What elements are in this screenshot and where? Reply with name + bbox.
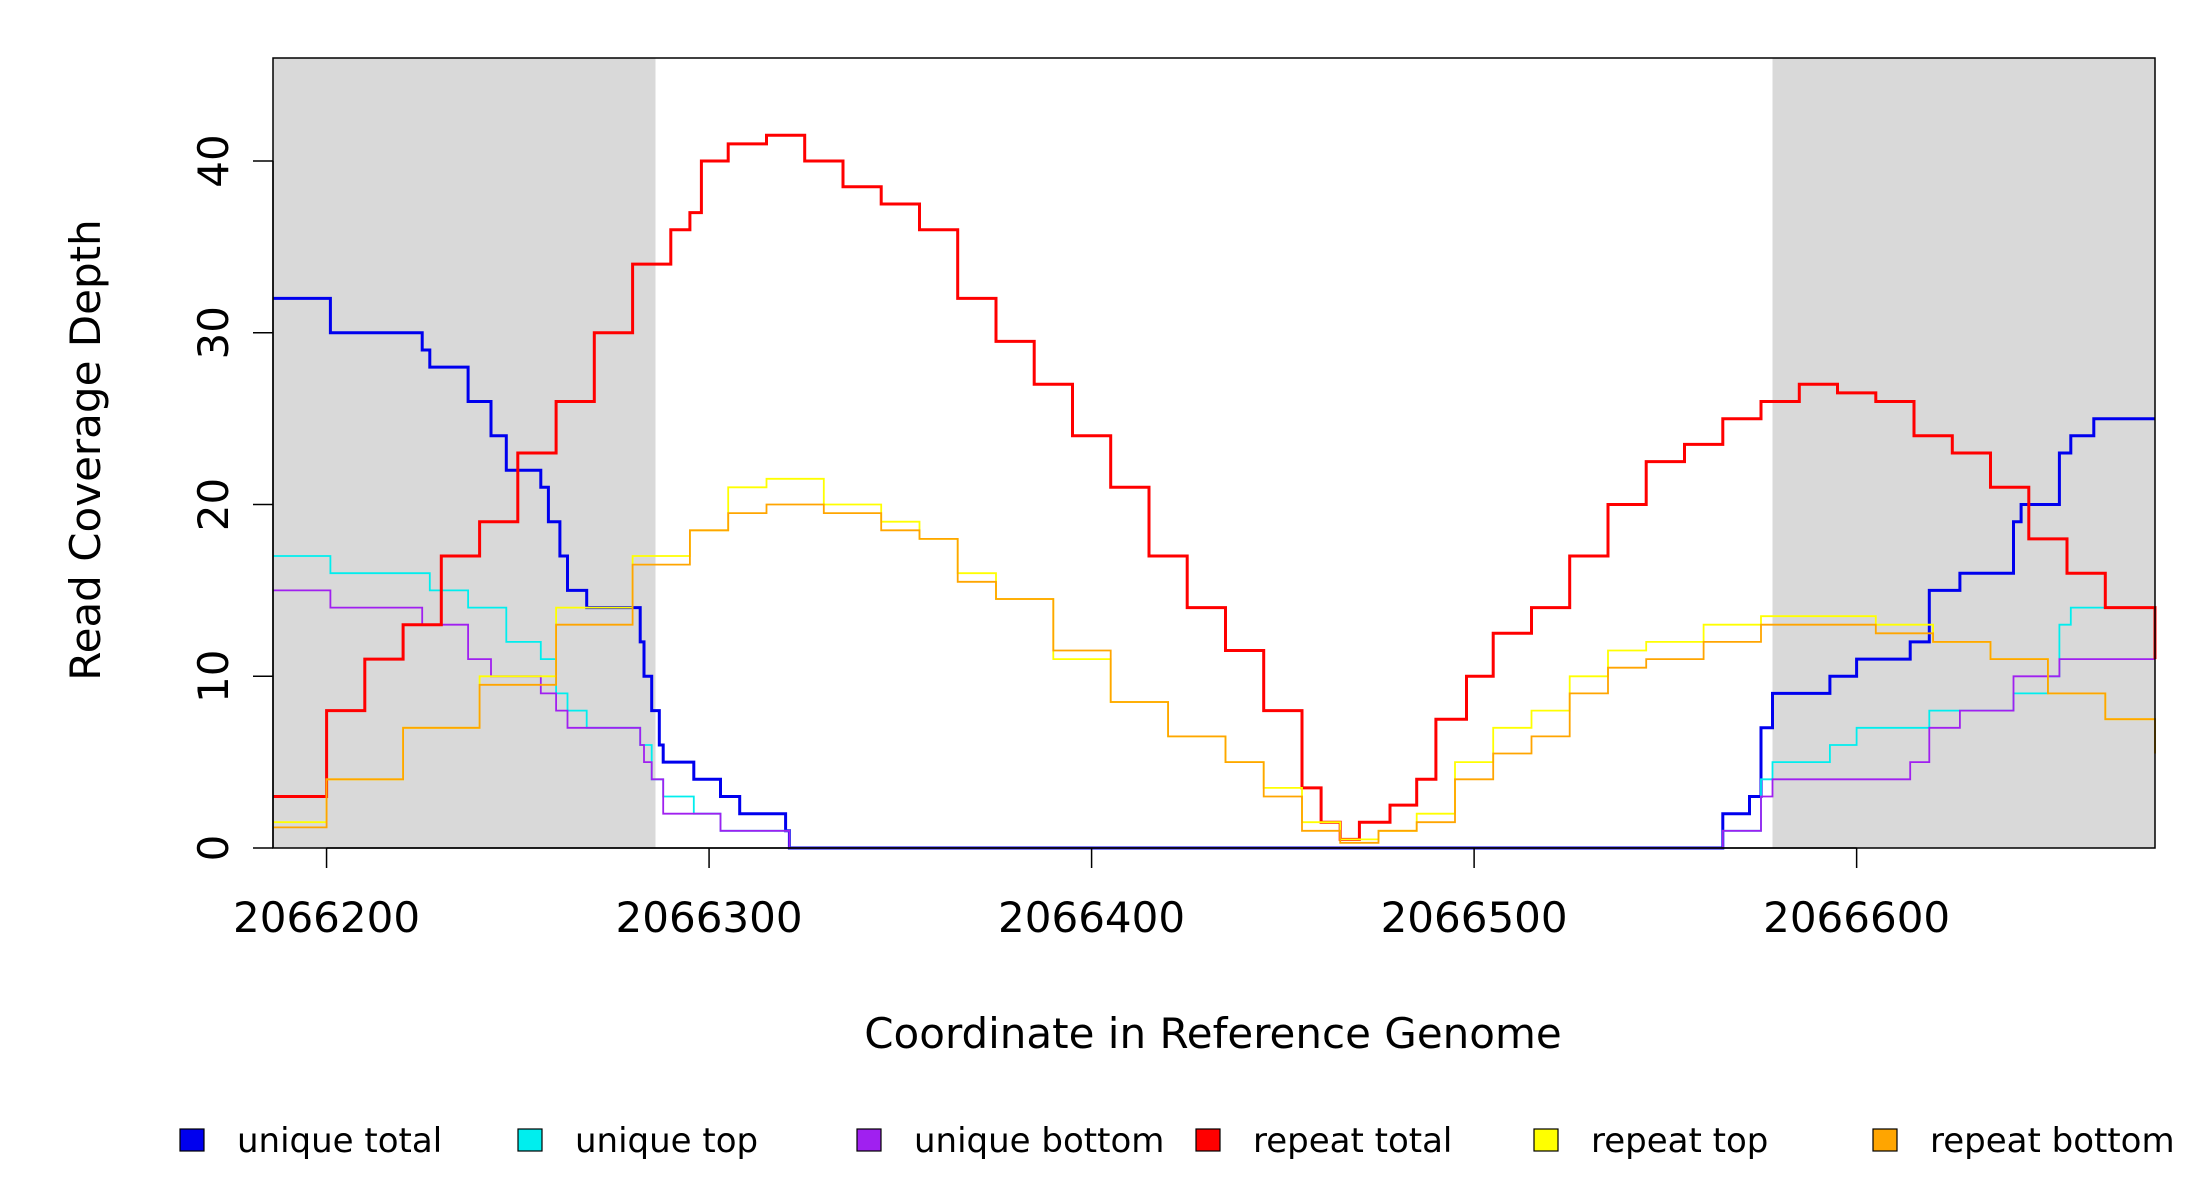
series-line-unique-total <box>273 296 2155 850</box>
series-line-unique-bottom <box>273 589 2155 849</box>
legend-label-unique-bottom: unique bottom <box>914 1121 1164 1161</box>
x-tick-label-2066400: 2066400 <box>998 893 1185 942</box>
x-tick-label-2066200: 2066200 <box>233 893 420 942</box>
y-tick-label-20: 20 <box>189 478 238 531</box>
x-axis-label: Coordinate in Reference Genome <box>864 1009 1562 1058</box>
y-tick-label-10: 10 <box>189 650 238 703</box>
legend-label-repeat-top: repeat top <box>1591 1121 1768 1161</box>
series-lines <box>273 133 2157 850</box>
x-tick-label-2066300: 2066300 <box>616 893 803 942</box>
legend-label-repeat-total: repeat total <box>1253 1121 1452 1161</box>
legend-swatch-unique-bottom <box>856 1128 882 1152</box>
legend-swatch-repeat-total <box>1195 1128 1221 1152</box>
y-axis-label: Read Coverage Depth <box>61 219 110 680</box>
series-line-repeat-bottom <box>273 503 2156 844</box>
legend-swatch-unique-top <box>517 1128 543 1152</box>
x-axis: 2066200 2066300 2066400 2066500 2066600 <box>233 847 1950 942</box>
legend-label-repeat-bottom: repeat bottom <box>1930 1121 2175 1161</box>
legend-swatch-repeat-top <box>1533 1128 1559 1152</box>
x-tick-label-2066500: 2066500 <box>1381 893 1568 942</box>
y-tick-label-0: 0 <box>189 835 238 862</box>
legend: unique total unique top unique bottom repea… <box>179 1121 2175 1161</box>
x-tick-label-2066600: 2066600 <box>1763 893 1950 942</box>
legend-label-unique-total: unique total <box>237 1121 442 1161</box>
series-line-repeat-total <box>273 133 2157 841</box>
legend-label-unique-top: unique top <box>575 1121 758 1161</box>
y-axis: 0 10 20 30 40 <box>189 134 274 862</box>
legend-swatch-unique-total <box>179 1128 205 1152</box>
legend-swatch-repeat-bottom <box>1872 1128 1898 1152</box>
y-tick-label-40: 40 <box>189 134 238 187</box>
shaded-region-1 <box>273 58 656 848</box>
y-tick-label-30: 30 <box>189 306 238 359</box>
